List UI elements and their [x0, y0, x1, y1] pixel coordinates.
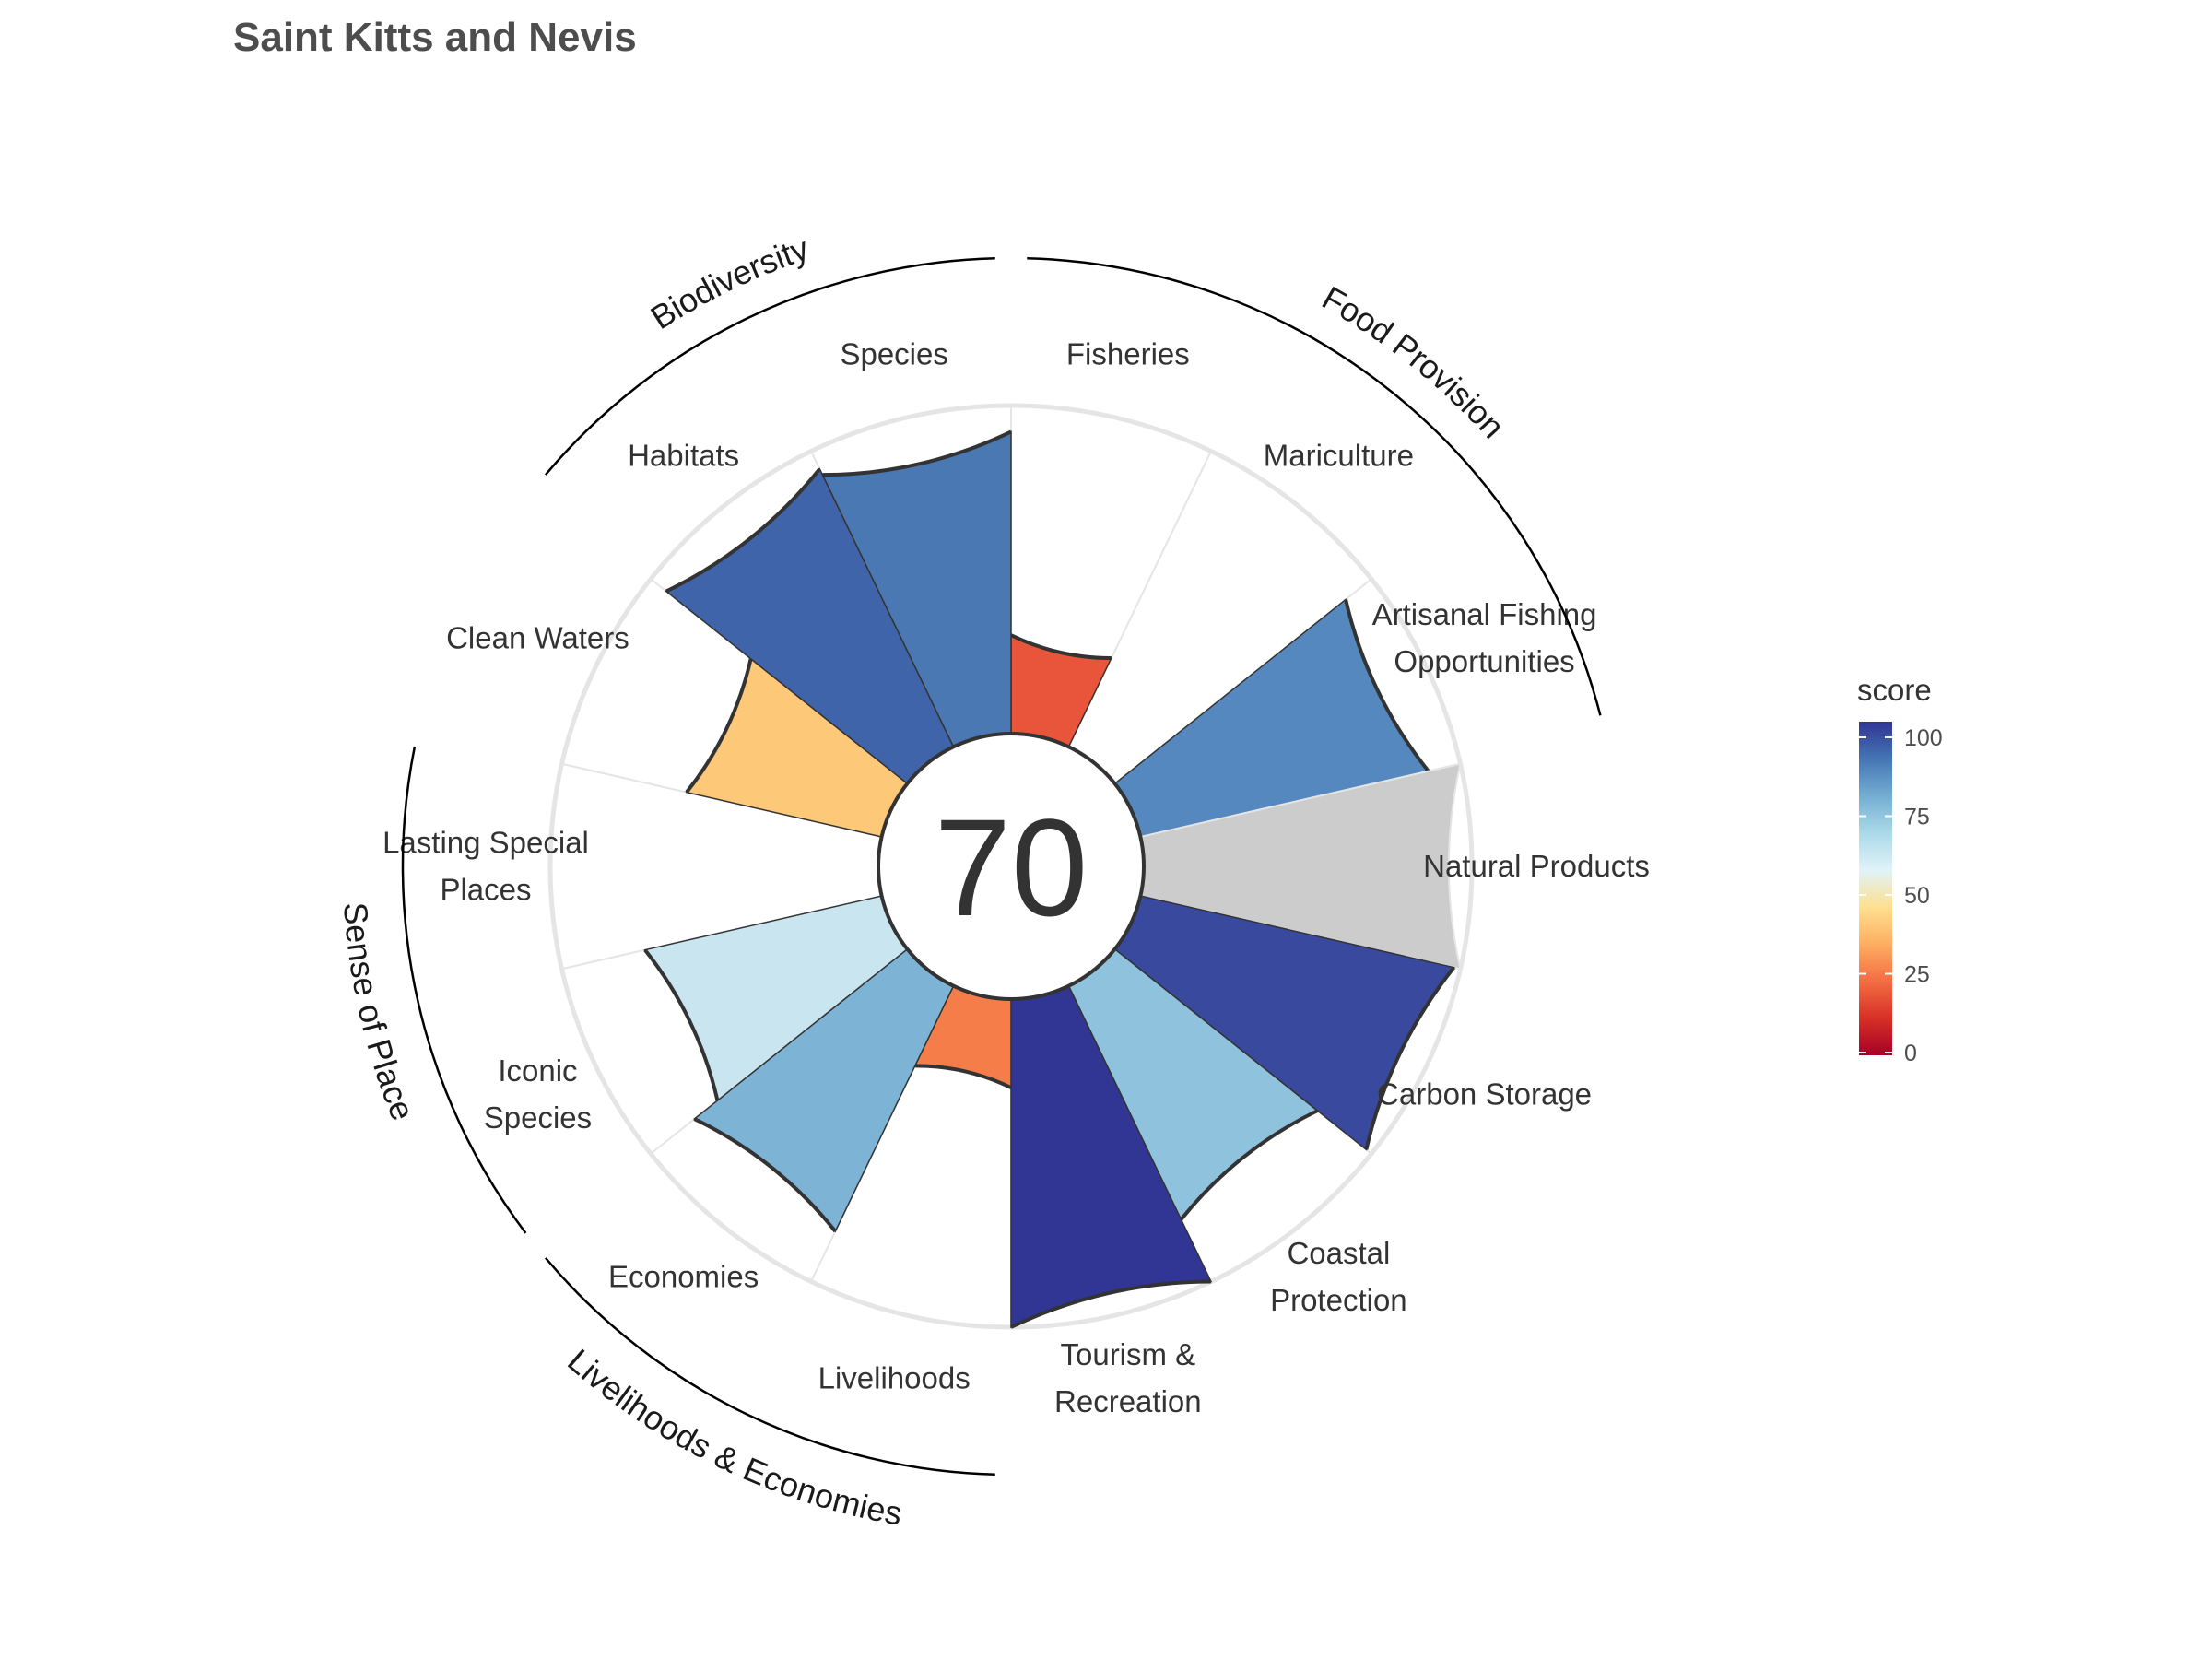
goal-label-tourism-recreation: Tourism & Recreation [1054, 1337, 1202, 1418]
petal-outline-habitats [665, 467, 821, 594]
petal-outline-iconic-species [643, 948, 720, 1101]
goal-label-fisheries: Fisheries [1066, 336, 1190, 371]
goal-label-species: Species [840, 336, 947, 371]
legend-tick-label: 50 [1904, 883, 1930, 909]
petal-outline-artisanal-fishing-opportunities [1344, 599, 1430, 772]
goal-label-mariculture: Mariculture [1264, 438, 1414, 472]
legend-tick-label: 100 [1904, 725, 1943, 751]
chart-title: Saint Kitts and Nevis [233, 15, 637, 60]
petal-outline-livelihoods [914, 1064, 1012, 1089]
petal-outline-economies [693, 1117, 837, 1233]
legend-tick-label: 25 [1904, 962, 1930, 988]
group-bracket-biodiversity [544, 256, 995, 476]
petals [643, 429, 1462, 1329]
petal-outline-tourism-recreation [1010, 1279, 1211, 1329]
petal-outline-carbon-storage [1364, 966, 1456, 1150]
legend: score 0 25 50 75 100 [1857, 673, 1943, 1066]
petal-outline-coastal-protection [1179, 1109, 1319, 1221]
group-label-food-provision: Food Provision [1316, 278, 1512, 445]
petal-outline-clean-waters [685, 658, 753, 794]
group-label-biodiversity: Biodiversity [643, 229, 813, 336]
goal-label-livelihoods: Livelihoods [818, 1361, 971, 1395]
goal-label-iconic-species: Iconic Species [484, 1053, 592, 1135]
goal-label-carbon-storage: Carbon Storage [1377, 1077, 1592, 1111]
legend-title: score [1857, 673, 1932, 707]
goal-label-lasting-special-places: Lasting Special Places [382, 826, 589, 907]
goal-label-habitats: Habitats [628, 438, 739, 472]
goal-label-natural-products: Natural Products [1423, 849, 1650, 883]
group-label-sense-of-place: Sense of Place [337, 901, 423, 1125]
legend-tick-label: 75 [1904, 805, 1930, 830]
group-bracket-livelihoods-economies [544, 1257, 995, 1477]
goal-label-economies: Economies [608, 1260, 759, 1294]
goal-label-clean-waters: Clean Waters [446, 621, 629, 655]
center-disc [877, 732, 1146, 1001]
overall-score: 70 [935, 790, 1088, 945]
legend-tick-label: 0 [1904, 1041, 1917, 1066]
goal-label-coastal-protection: Coastal Protection [1270, 1236, 1407, 1317]
petal-outline-species [822, 429, 1012, 477]
petal-outline-fisheries [1010, 633, 1112, 661]
legend-colorbar [1859, 722, 1892, 1055]
group-bracket-food-provision [1027, 256, 1602, 716]
group-bracket-sense-of-place [401, 746, 527, 1234]
